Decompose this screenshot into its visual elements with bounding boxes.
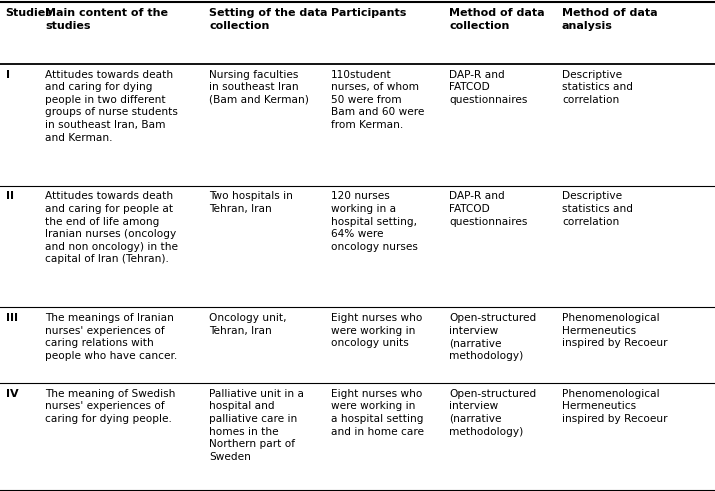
Text: Attitudes towards death
and caring for people at
the end of life among
Iranian n: Attitudes towards death and caring for p… [45, 191, 178, 264]
Text: Method of data
collection: Method of data collection [449, 8, 545, 31]
Text: The meaning of Swedish
nurses' experiences of
caring for dying people.: The meaning of Swedish nurses' experienc… [45, 389, 175, 424]
Text: Phenomenological
Hermeneutics
inspired by Recoeur: Phenomenological Hermeneutics inspired b… [562, 313, 668, 349]
Text: Main content of the
studies: Main content of the studies [45, 8, 168, 31]
Text: Open-structured
interview
(narrative
methodology): Open-structured interview (narrative met… [449, 389, 536, 436]
Text: 120 nurses
working in a
hospital setting,
64% were
oncology nurses: 120 nurses working in a hospital setting… [331, 191, 418, 252]
Text: Setting of the data
collection: Setting of the data collection [209, 8, 328, 31]
Text: The meanings of Iranian
nurses' experiences of
caring relations with
people who : The meanings of Iranian nurses' experien… [45, 313, 177, 361]
Text: Oncology unit,
Tehran, Iran: Oncology unit, Tehran, Iran [209, 313, 287, 336]
Text: Two hospitals in
Tehran, Iran: Two hospitals in Tehran, Iran [209, 191, 293, 214]
Text: 110student
nurses, of whom
50 were from
Bam and 60 were
from Kerman.: 110student nurses, of whom 50 were from … [331, 70, 425, 130]
Text: II: II [6, 191, 14, 201]
Text: Descriptive
statistics and
correlation: Descriptive statistics and correlation [562, 191, 633, 227]
Text: Open-structured
interview
(narrative
methodology): Open-structured interview (narrative met… [449, 313, 536, 361]
Text: Palliative unit in a
hospital and
palliative care in
homes in the
Northern part : Palliative unit in a hospital and pallia… [209, 389, 305, 462]
Text: Method of data
analysis: Method of data analysis [562, 8, 658, 31]
Text: Nursing faculties
in southeast Iran
(Bam and Kerman): Nursing faculties in southeast Iran (Bam… [209, 70, 310, 105]
Text: Eight nurses who
were working in
oncology units: Eight nurses who were working in oncolog… [331, 313, 423, 349]
Text: Studies: Studies [6, 8, 53, 18]
Text: I: I [6, 70, 10, 80]
Text: IV: IV [6, 389, 19, 399]
Text: DAP-R and
FATCOD
questionnaires: DAP-R and FATCOD questionnaires [449, 191, 528, 227]
Text: III: III [6, 313, 18, 323]
Text: Descriptive
statistics and
correlation: Descriptive statistics and correlation [562, 70, 633, 105]
Text: Eight nurses who
were working in
a hospital setting
and in home care: Eight nurses who were working in a hospi… [331, 389, 424, 436]
Text: Participants: Participants [331, 8, 406, 18]
Text: Attitudes towards death
and caring for dying
people in two different
groups of n: Attitudes towards death and caring for d… [45, 70, 178, 142]
Text: Phenomenological
Hermeneutics
inspired by Recoeur: Phenomenological Hermeneutics inspired b… [562, 389, 668, 424]
Text: DAP-R and
FATCOD
questionnaires: DAP-R and FATCOD questionnaires [449, 70, 528, 105]
